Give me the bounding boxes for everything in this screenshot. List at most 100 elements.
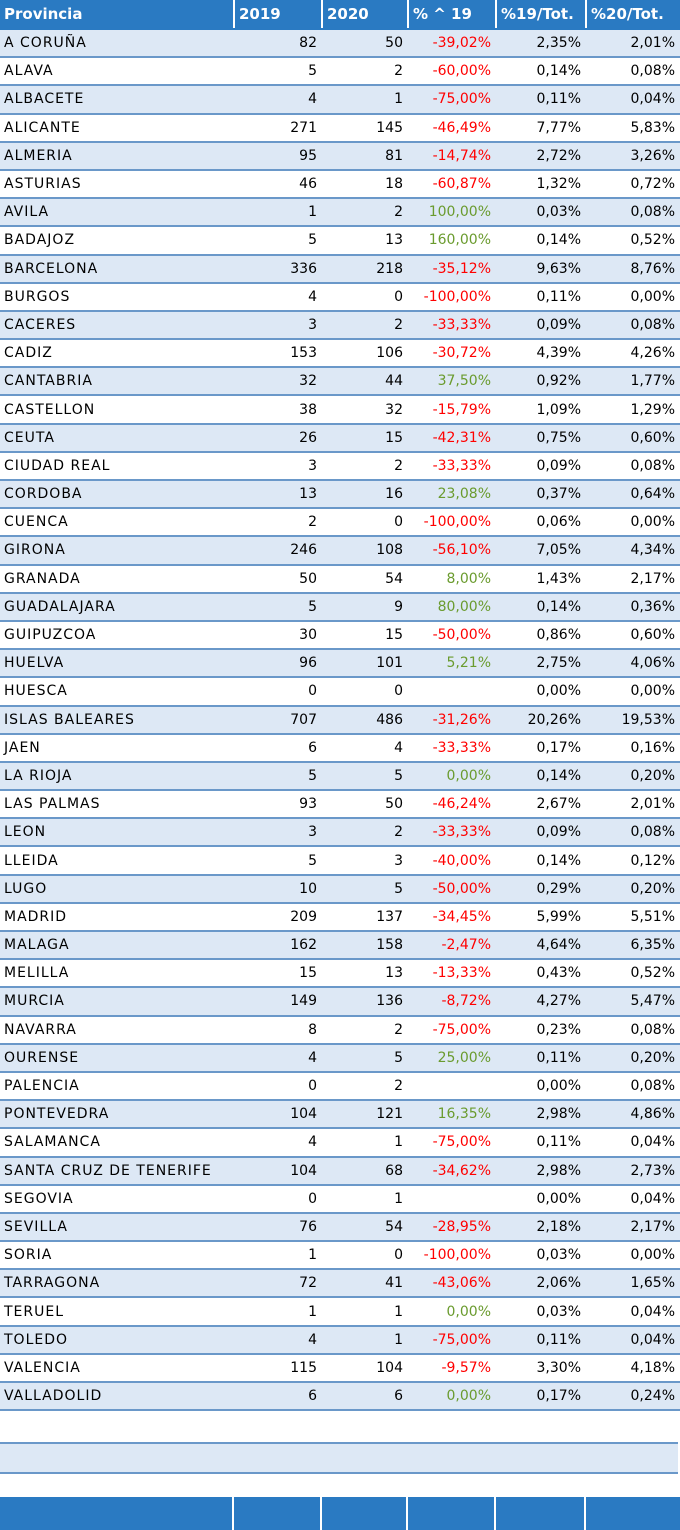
change-cell[interactable]: 100,00% (408, 198, 496, 228)
table-row[interactable]: GRANADA 50 54 8,00% 1,43% 2,17% (0, 564, 680, 594)
pct19-total-cell[interactable]: 0,17% (496, 1382, 586, 1412)
change-cell[interactable]: 80,00% (408, 592, 496, 622)
table-row[interactable]: PONTEVEDRA 104 121 16,35% 2,98% 4,86% (0, 1100, 680, 1130)
pct19-total-cell[interactable]: 20,26% (496, 705, 586, 735)
pct19-total-cell[interactable]: 0,03% (496, 198, 586, 228)
pct19-total-cell[interactable]: 0,23% (496, 1015, 586, 1045)
pct19-total-cell[interactable]: 0,00% (496, 677, 586, 707)
province-cell[interactable]: MALAGA (0, 931, 234, 961)
value-2019-cell[interactable]: 76 (234, 1212, 322, 1243)
pct19-total-cell[interactable]: 2,98% (496, 1156, 586, 1186)
value-2019-cell[interactable]: 1 (234, 1241, 322, 1271)
change-cell[interactable]: -8,72% (408, 987, 496, 1017)
pct20-total-cell[interactable]: 5,47% (586, 987, 680, 1017)
pct20-total-cell[interactable]: 19,53% (586, 705, 680, 735)
value-2020-cell[interactable]: 32 (322, 395, 408, 425)
pct20-total-cell[interactable]: 0,04% (586, 85, 680, 115)
pct20-total-cell[interactable]: 0,08% (586, 1071, 680, 1102)
province-cell[interactable]: PONTEVEDRA (0, 1100, 234, 1130)
pct19-total-cell[interactable]: 0,11% (496, 85, 586, 115)
pct19-total-cell[interactable]: 0,14% (496, 761, 586, 792)
value-2019-cell[interactable]: 5 (234, 226, 322, 256)
pct20-total-cell[interactable]: 0,24% (586, 1382, 680, 1412)
value-2019-cell[interactable]: 0 (234, 677, 322, 707)
pct20-total-cell[interactable]: 5,51% (586, 902, 680, 933)
pct20-total-cell[interactable]: 0,52% (586, 226, 680, 256)
value-2019-cell[interactable]: 104 (234, 1100, 322, 1130)
pct19-total-cell[interactable]: 0,09% (496, 818, 586, 848)
change-cell[interactable]: -60,00% (408, 57, 496, 87)
value-2019-cell[interactable]: 5 (234, 761, 322, 792)
province-cell[interactable]: ALMERIA (0, 141, 234, 171)
change-cell[interactable]: -42,31% (408, 423, 496, 453)
pct19-total-cell[interactable]: 2,35% (496, 29, 586, 59)
pct19-total-cell[interactable]: 0,14% (496, 592, 586, 622)
province-cell[interactable]: BADAJOZ (0, 226, 234, 256)
pct20-total-cell[interactable]: 2,01% (586, 29, 680, 59)
table-row[interactable]: CIUDAD REAL 3 2 -33,33% 0,09% 0,08% (0, 451, 680, 482)
table-row[interactable]: GUADALAJARA 5 9 80,00% 0,14% 0,36% (0, 592, 680, 622)
province-cell[interactable]: VALENCIA (0, 1353, 234, 1384)
table-row[interactable]: SEVILLA 76 54 -28,95% 2,18% 2,17% (0, 1212, 680, 1243)
province-cell[interactable]: CADIZ (0, 339, 234, 369)
table-row[interactable]: OURENSE 4 5 25,00% 0,11% 0,20% (0, 1043, 680, 1073)
value-2020-cell[interactable]: 5 (322, 761, 408, 792)
pct19-total-cell[interactable]: 1,09% (496, 395, 586, 425)
province-cell[interactable]: LAS PALMAS (0, 790, 234, 820)
change-cell[interactable]: -40,00% (408, 846, 496, 876)
value-2020-cell[interactable]: 68 (322, 1156, 408, 1186)
pct19-total-cell[interactable]: 2,98% (496, 1100, 586, 1130)
pct19-total-cell[interactable]: 0,06% (496, 508, 586, 538)
change-cell[interactable] (408, 677, 496, 707)
pct20-total-cell[interactable]: 0,52% (586, 959, 680, 989)
table-row[interactable]: SEGOVIA 0 1 0,00% 0,04% (0, 1184, 680, 1214)
pct19-total-cell[interactable]: 0,14% (496, 846, 586, 876)
province-cell[interactable]: ALAVA (0, 57, 234, 87)
pct20-total-cell[interactable]: 2,17% (586, 1212, 680, 1243)
value-2019-cell[interactable]: 10 (234, 874, 322, 904)
province-cell[interactable]: PALENCIA (0, 1071, 234, 1102)
change-cell[interactable]: -33,33% (408, 818, 496, 848)
table-row[interactable]: BARCELONA 336 218 -35,12% 9,63% 8,76% (0, 254, 680, 284)
province-cell[interactable]: OURENSE (0, 1043, 234, 1073)
change-cell[interactable]: -35,12% (408, 254, 496, 284)
value-2019-cell[interactable]: 3 (234, 451, 322, 482)
value-2019-cell[interactable]: 4 (234, 85, 322, 115)
value-2019-cell[interactable]: 153 (234, 339, 322, 369)
pct20-total-cell[interactable]: 1,29% (586, 395, 680, 425)
change-cell[interactable]: -46,24% (408, 790, 496, 820)
value-2020-cell[interactable]: 1 (322, 1297, 408, 1327)
pct19-total-cell[interactable]: 2,18% (496, 1212, 586, 1243)
pct20-total-cell[interactable]: 0,12% (586, 846, 680, 876)
value-2020-cell[interactable]: 104 (322, 1353, 408, 1384)
table-row[interactable]: LAS PALMAS 93 50 -46,24% 2,67% 2,01% (0, 790, 680, 820)
table-row[interactable]: HUESCA 0 0 0,00% 0,00% (0, 677, 680, 707)
value-2019-cell[interactable]: 3 (234, 310, 322, 341)
change-cell[interactable]: 16,35% (408, 1100, 496, 1130)
value-2019-cell[interactable]: 95 (234, 141, 322, 171)
pct19-total-cell[interactable]: 4,39% (496, 339, 586, 369)
value-2019-cell[interactable]: 26 (234, 423, 322, 453)
change-cell[interactable]: 0,00% (408, 1382, 496, 1412)
value-2020-cell[interactable]: 15 (322, 620, 408, 651)
pct20-total-cell[interactable]: 0,04% (586, 1128, 680, 1158)
header-2020[interactable]: 2020 (322, 0, 409, 30)
pct19-total-cell[interactable]: 0,17% (496, 733, 586, 763)
province-cell[interactable]: MELILLA (0, 959, 234, 989)
pct19-total-cell[interactable]: 2,06% (496, 1269, 586, 1299)
province-cell[interactable]: NAVARRA (0, 1015, 234, 1045)
pct19-total-cell[interactable]: 0,11% (496, 1128, 586, 1158)
change-cell[interactable]: -33,33% (408, 451, 496, 482)
province-cell[interactable]: CASTELLON (0, 395, 234, 425)
change-cell[interactable]: 23,08% (408, 480, 496, 510)
value-2020-cell[interactable]: 2 (322, 1015, 408, 1045)
pct20-total-cell[interactable]: 2,17% (586, 564, 680, 594)
table-row[interactable]: VALENCIA 115 104 -9,57% 3,30% 4,18% (0, 1353, 680, 1384)
province-cell[interactable]: VALLADOLID (0, 1382, 234, 1412)
province-cell[interactable]: HUELVA (0, 649, 234, 679)
province-cell[interactable]: LLEIDA (0, 846, 234, 876)
change-cell[interactable]: 37,50% (408, 367, 496, 397)
pct20-total-cell[interactable]: 0,00% (586, 677, 680, 707)
value-2020-cell[interactable]: 13 (322, 959, 408, 989)
value-2020-cell[interactable]: 2 (322, 1071, 408, 1102)
